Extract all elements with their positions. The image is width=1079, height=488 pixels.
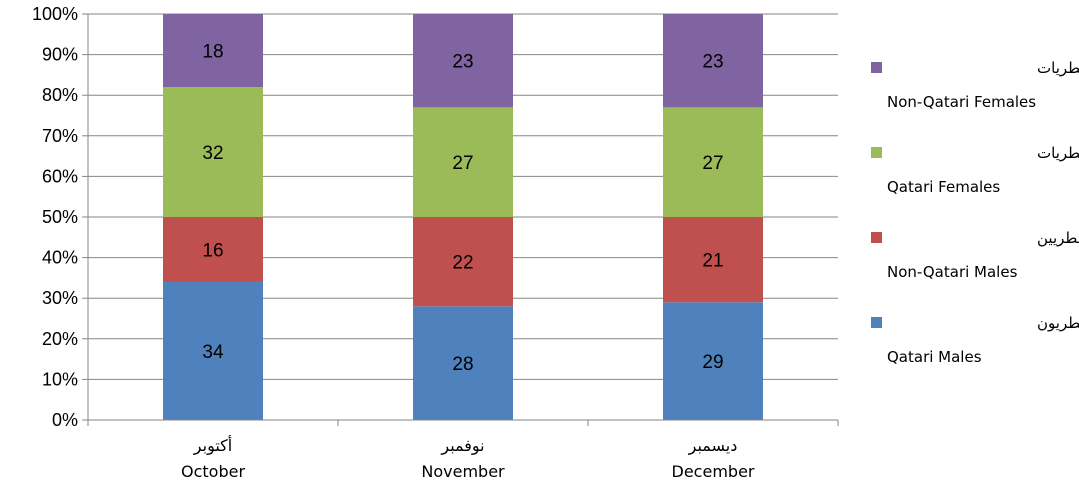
x-category-label-en: December	[672, 462, 755, 481]
legend-swatch	[871, 232, 882, 243]
bar-segment	[413, 306, 513, 420]
y-tick-label: 90%	[42, 45, 78, 65]
data-label: 32	[202, 143, 223, 164]
legend-label-en: Non-Qatari Males	[887, 263, 1018, 281]
x-category-label-ar: أكتوبر	[193, 435, 232, 456]
legend: إناث غير قطرياتNon-Qatari Females إناث قط…	[871, 59, 1079, 366]
x-category-label-ar: ديسمبر	[688, 436, 738, 456]
y-tick-label: 0%	[52, 410, 78, 430]
y-tick-label: 20%	[42, 329, 78, 349]
bar-segment	[163, 281, 263, 420]
bar-segment	[413, 107, 513, 217]
bar-segment	[163, 217, 263, 282]
legend-label-ar: إناث قطريات	[1037, 144, 1079, 162]
legend-swatch	[871, 62, 882, 73]
legend-label-en: Non-Qatari Females	[887, 93, 1036, 111]
y-axis-tick-labels: 0% 10% 20% 30% 40% 50% 60% 70% 80% 90% 100%	[32, 4, 78, 430]
legend-label-en: Qatari Females	[887, 178, 1000, 196]
x-category-label-en: November	[421, 462, 505, 481]
bar-segment	[413, 217, 513, 307]
bar-segment	[663, 14, 763, 108]
bars	[163, 14, 763, 420]
data-label: 16	[202, 240, 223, 261]
y-tick-label: 40%	[42, 248, 78, 268]
legend-label-ar: إناث غير قطريات	[1037, 59, 1079, 77]
data-label: 27	[452, 153, 473, 174]
data-label: 23	[702, 52, 723, 73]
y-tick-label: 30%	[42, 288, 78, 308]
data-label: 21	[702, 251, 723, 272]
y-tick-label: 80%	[42, 85, 78, 105]
data-label: 27	[702, 153, 723, 174]
y-tick-label: 100%	[32, 4, 78, 24]
data-label: 22	[452, 253, 473, 274]
bar-segment	[163, 87, 263, 217]
bar-segment	[663, 217, 763, 303]
y-tick-label: 50%	[42, 207, 78, 227]
legend-label-en: Qatari Males	[887, 348, 982, 366]
x-axis-category-labels: أكتوبر October نوفمبر November ديسمبر Decembe…	[181, 435, 755, 481]
legend-swatch	[871, 147, 882, 158]
y-tick-label: 10%	[42, 369, 78, 389]
bar-segment	[663, 107, 763, 217]
axes	[82, 13, 839, 426]
legend-swatch	[871, 317, 882, 328]
bar-segment	[663, 302, 763, 420]
bar-segment	[163, 14, 263, 88]
data-label: 29	[702, 352, 723, 373]
legend-label-ar: ذكور غير قطريين	[1037, 229, 1079, 247]
x-category-label-ar: نوفمبر	[440, 436, 484, 456]
x-category-label-en: October	[181, 462, 245, 481]
data-label: 34	[202, 342, 224, 363]
y-tick-label: 70%	[42, 126, 78, 146]
data-labels: 34 16 32 18 28 22 27 23 29 21 27 23	[202, 42, 723, 376]
bar-segment	[413, 14, 513, 108]
legend-label-ar: ذكور قطريون	[1037, 314, 1079, 332]
data-label: 18	[202, 42, 223, 63]
data-label: 28	[452, 354, 473, 375]
y-tick-label: 60%	[42, 166, 78, 186]
data-label: 23	[452, 52, 473, 73]
